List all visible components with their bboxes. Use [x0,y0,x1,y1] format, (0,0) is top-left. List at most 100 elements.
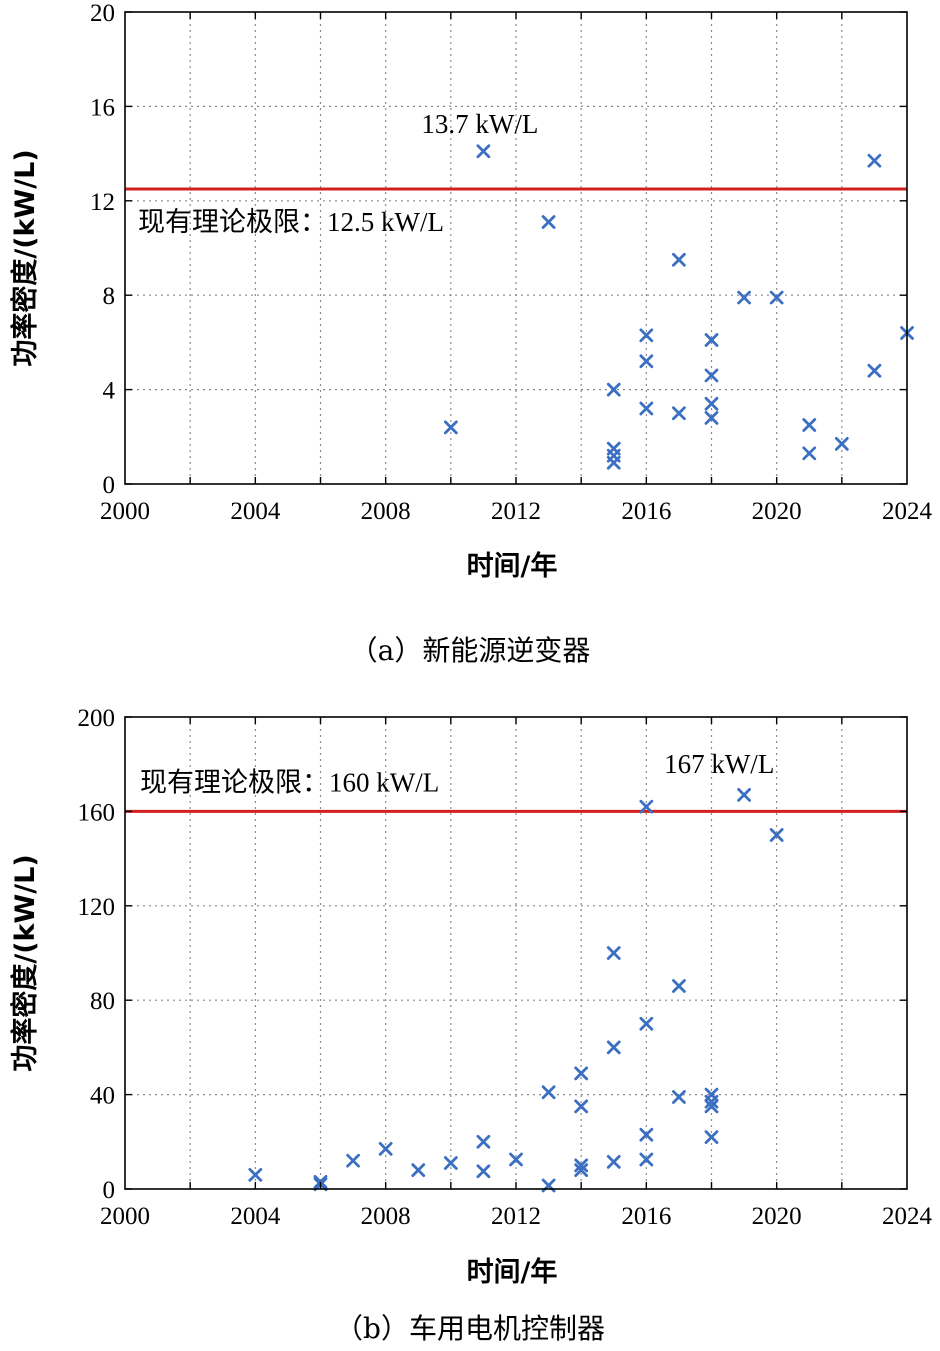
x-tick-label: 2024 [882,498,933,525]
data-point-marker [802,446,817,461]
data-point-marker [476,144,491,159]
data-point-marker [769,290,784,305]
data-point [606,946,621,960]
y-tick-label: 0 [103,1177,116,1204]
data-point-marker [606,1154,621,1169]
data-point [737,290,751,305]
y-tick-label: 160 [78,799,116,826]
data-point-marker [672,252,686,267]
data-point [639,1016,654,1031]
data-point-marker [574,1163,589,1178]
data-point-marker [769,828,784,842]
data-point-marker [639,1152,654,1167]
data-point [867,153,882,168]
data-point-marker [867,153,882,168]
data-point-marker [606,455,621,470]
data-point-marker [639,354,654,369]
data-point-marker [248,1167,263,1182]
data-point-marker [313,1175,328,1189]
caption-a: （a）新能源逆变器 [350,634,591,667]
limit-label-a: 现有理论极限：12.5 kW/L [138,207,444,237]
data-point [704,1130,719,1144]
x-tick-label: 2020 [752,498,802,525]
data-point [606,1040,621,1055]
data-point-marker [541,215,556,229]
data-point [704,396,719,411]
data-point-marker [834,436,849,451]
data-point-marker [802,418,817,432]
data-point [834,436,849,451]
x-tick-label: 2016 [621,1203,671,1230]
data-point [606,1154,621,1169]
data-point [704,1094,719,1109]
data-point-marker [639,1127,654,1142]
data-point-marker [411,1163,426,1178]
data-point-marker [704,1094,719,1109]
y-axis-title-b: 功率密度/(kW/L) [9,854,41,1071]
chart-panel-a: 2000 2004 2008 2012 2016 2020 2024 0 4 8 12 16 20 现有… [9,0,933,667]
data-point-marker [443,420,458,435]
x-tick-label: 2016 [621,498,671,525]
data-point [606,455,621,470]
y-tick-label: 4 [103,378,116,405]
x-tick-label: 2012 [491,498,541,525]
data-point [867,363,882,378]
data-point [639,328,654,343]
x-tick-label: 2008 [361,1203,411,1230]
y-tick-label: 40 [90,1083,115,1110]
data-point-marker [704,396,719,411]
y-tick-label: 16 [90,94,115,121]
data-point [476,144,491,159]
caption-b: （b）车用电机控制器 [335,1312,605,1345]
y-tick-label: 8 [103,283,116,310]
data-point-marker [867,363,882,378]
data-point-marker [574,1099,589,1114]
data-point [476,1164,491,1179]
data-point-marker [346,1153,360,1168]
data-point-marker [704,368,719,383]
data-point-marker [639,401,654,416]
x-tick-label: 2004 [230,1203,281,1230]
y-tick-label: 80 [90,988,115,1015]
data-point [476,1134,491,1149]
y-tick-label: 12 [90,189,115,216]
data-point-marker [606,1040,621,1055]
grid-a [125,12,907,484]
data-point [639,799,654,814]
data-point [704,1099,719,1114]
data-point-marker [704,333,719,347]
data-point [541,215,556,229]
y-tick-label: 0 [103,472,116,499]
data-point [606,382,621,397]
x-tick-label: 2024 [882,1203,933,1230]
y-tick-label: 20 [90,0,115,27]
data-point [639,1127,654,1142]
points-a [443,144,914,470]
data-point-marker [672,406,686,421]
data-point-marker [639,799,654,814]
limit-label-b: 现有理论极限：160 kW/L [140,767,439,797]
data-point [672,979,686,993]
data-point-marker [639,328,654,343]
data-point [248,1167,263,1182]
data-point [802,446,817,461]
ticks-b: 2000 2004 2008 2012 2016 2020 2024 0 40 80 120 160 2… [78,705,933,1230]
data-point-marker [476,1164,491,1179]
data-point-marker [541,1085,556,1100]
data-point-marker [704,411,719,425]
data-point [639,1152,654,1167]
y-tick-label: 200 [78,705,116,732]
data-point-marker [639,1016,654,1031]
x-tick-label: 2004 [230,498,281,525]
peak-annotation-b: 167 kW/L [664,749,774,779]
data-point [509,1152,523,1167]
data-point-marker [737,787,751,802]
data-point [737,787,751,802]
data-point [346,1153,360,1168]
data-point [672,252,686,267]
data-point-marker [443,1156,458,1170]
x-tick-label: 2000 [100,1203,150,1230]
points-b [248,787,784,1193]
data-point-marker [574,1066,589,1081]
